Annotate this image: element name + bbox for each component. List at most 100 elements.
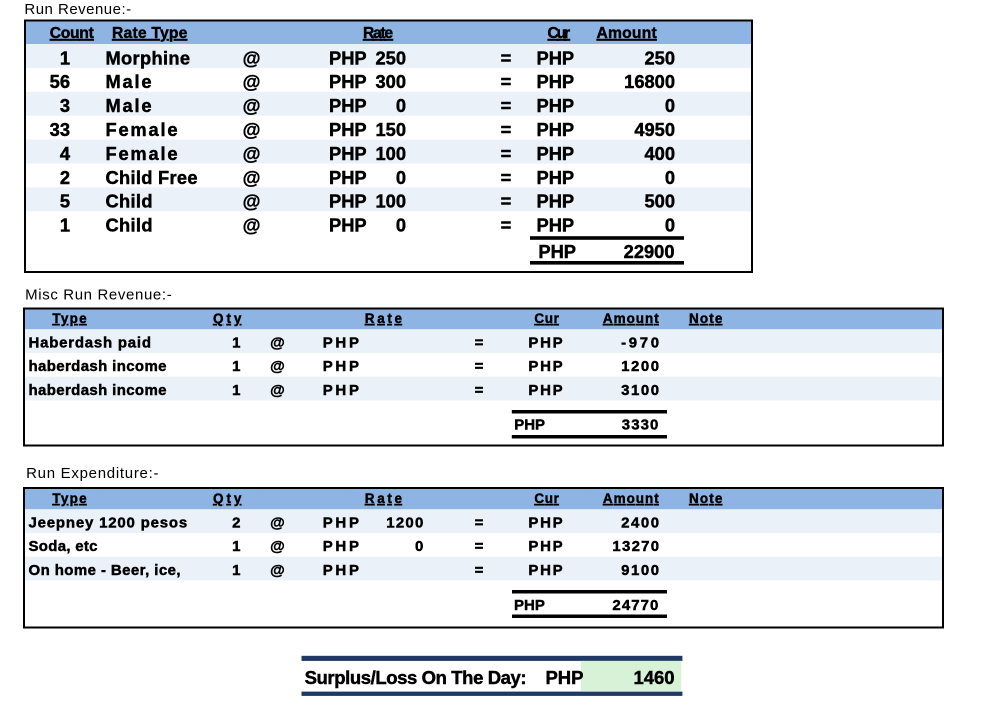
svg-text:16800: 16800 — [624, 71, 675, 92]
svg-text:PHP: PHP — [323, 382, 359, 399]
svg-text:@: @ — [243, 143, 261, 164]
svg-text:PHP: PHP — [323, 334, 359, 351]
svg-text:0: 0 — [396, 95, 406, 116]
svg-text:Rate Type: Rate Type — [112, 25, 188, 42]
svg-text:Rate: Rate — [363, 25, 393, 42]
svg-text:PHP: PHP — [537, 95, 575, 116]
svg-text:@: @ — [243, 167, 261, 188]
svg-text:2: 2 — [60, 167, 70, 188]
svg-text:0: 0 — [396, 215, 406, 236]
svg-text:=: = — [501, 215, 512, 236]
svg-text:Rate: Rate — [365, 491, 403, 506]
svg-text:=: = — [501, 119, 512, 140]
svg-text:=: = — [501, 167, 512, 188]
svg-text:=: = — [501, 47, 512, 68]
svg-text:Qty: Qty — [213, 311, 242, 326]
svg-text:Male: Male — [106, 95, 152, 116]
svg-text:On home - Beer, ice,: On home - Beer, ice, — [29, 562, 181, 579]
svg-text:13270: 13270 — [612, 538, 659, 555]
svg-text:PHP: PHP — [537, 47, 575, 68]
svg-text:PHP: PHP — [329, 47, 367, 68]
svg-text:300: 300 — [375, 71, 406, 92]
svg-text:Note: Note — [689, 311, 723, 326]
svg-text:3: 3 — [60, 95, 70, 116]
svg-text:33: 33 — [50, 119, 70, 140]
svg-text:Female: Female — [106, 119, 178, 140]
svg-text:Jeepney 1200 pesos: Jeepney 1200 pesos — [29, 514, 188, 531]
svg-text:0: 0 — [665, 95, 675, 116]
svg-text:Surplus/Loss On The Day:: Surplus/Loss On The Day: — [305, 667, 527, 688]
svg-text:5: 5 — [60, 191, 70, 212]
svg-text:22900: 22900 — [624, 241, 675, 262]
svg-text:2400: 2400 — [621, 514, 659, 531]
svg-text:Amount: Amount — [597, 25, 658, 42]
svg-text:PHP: PHP — [528, 334, 562, 351]
svg-text:0: 0 — [665, 215, 675, 236]
svg-text:PHP: PHP — [323, 514, 359, 531]
svg-text:Type: Type — [52, 311, 87, 326]
svg-text:PHP: PHP — [528, 562, 562, 579]
svg-text:@: @ — [243, 47, 261, 68]
svg-text:9100: 9100 — [621, 562, 659, 579]
svg-text:24770: 24770 — [612, 597, 658, 614]
svg-text:PHP: PHP — [545, 667, 583, 688]
svg-text:3100: 3100 — [621, 382, 659, 399]
svg-text:=: = — [501, 95, 512, 116]
svg-text:=: = — [501, 71, 512, 92]
svg-text:@: @ — [243, 191, 261, 212]
svg-text:1: 1 — [232, 562, 240, 579]
svg-text:PHP: PHP — [514, 597, 545, 614]
svg-text:Morphine: Morphine — [106, 47, 191, 68]
svg-text:PHP: PHP — [537, 167, 575, 188]
svg-text:=: = — [475, 358, 484, 375]
svg-text:400: 400 — [644, 143, 675, 164]
svg-text:Child: Child — [106, 215, 153, 236]
svg-text:PHP: PHP — [329, 215, 367, 236]
svg-text:Haberdash paid: Haberdash paid — [29, 334, 152, 351]
svg-text:@: @ — [243, 71, 261, 92]
svg-text:@: @ — [270, 562, 285, 579]
svg-text:PHP: PHP — [323, 562, 359, 579]
svg-text:@: @ — [270, 538, 285, 555]
svg-text:PHP: PHP — [537, 71, 575, 92]
svg-text:PHP: PHP — [537, 215, 575, 236]
svg-text:=: = — [475, 334, 484, 351]
svg-text:Cur: Cur — [534, 311, 559, 326]
svg-text:Note: Note — [689, 491, 723, 506]
svg-text:=: = — [475, 538, 484, 555]
svg-text:PHP: PHP — [537, 143, 575, 164]
svg-text:1460: 1460 — [633, 667, 674, 688]
svg-text:PHP: PHP — [323, 358, 359, 375]
svg-text:PHP: PHP — [329, 95, 367, 116]
svg-text:=: = — [501, 191, 512, 212]
svg-text:PHP: PHP — [528, 358, 562, 375]
svg-text:=: = — [475, 514, 484, 531]
svg-text:PHP: PHP — [528, 382, 562, 399]
svg-text:@: @ — [270, 514, 285, 531]
svg-text:Type: Type — [52, 491, 87, 506]
svg-text:Amount: Amount — [603, 311, 659, 326]
svg-text:250: 250 — [644, 47, 675, 68]
svg-text:@: @ — [270, 334, 285, 351]
svg-text:PHP: PHP — [323, 538, 359, 555]
svg-text:1200: 1200 — [621, 358, 659, 375]
svg-text:0: 0 — [665, 167, 675, 188]
svg-text:@: @ — [243, 95, 261, 116]
svg-text:PHP: PHP — [528, 514, 562, 531]
svg-text:PHP: PHP — [329, 71, 367, 92]
svg-text:0: 0 — [396, 167, 406, 188]
svg-text:4950: 4950 — [634, 119, 675, 140]
svg-text:100: 100 — [375, 191, 406, 212]
svg-text:haberdash income: haberdash income — [29, 358, 167, 375]
svg-text:@: @ — [270, 358, 285, 375]
svg-text:4: 4 — [60, 143, 71, 164]
svg-text:1200: 1200 — [386, 514, 423, 531]
svg-text:PHP: PHP — [537, 119, 575, 140]
svg-text:500: 500 — [644, 191, 675, 212]
svg-text:2: 2 — [232, 514, 240, 531]
svg-text:3330: 3330 — [622, 417, 659, 434]
svg-text:250: 250 — [375, 47, 406, 68]
svg-text:haberdash income: haberdash income — [29, 382, 167, 399]
svg-text:@: @ — [243, 215, 261, 236]
svg-text:Amount: Amount — [603, 491, 659, 506]
